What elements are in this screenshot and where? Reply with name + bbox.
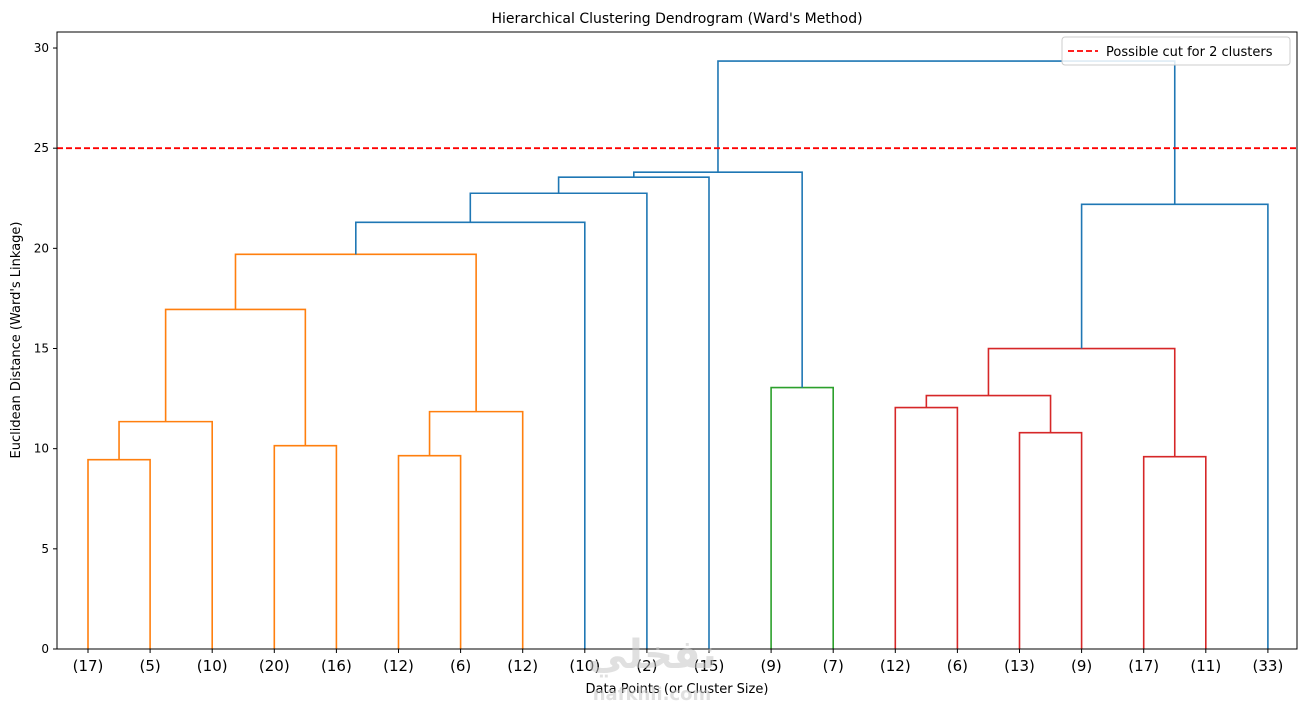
dendrogram-link-3: [164, 308, 307, 446]
legend: Possible cut for 2 clusters: [1061, 36, 1291, 66]
dendrogram-links: [87, 60, 1269, 649]
legend-label-cut-line: Possible cut for 2 clusters: [1106, 45, 1273, 60]
leaf-label-4: (16): [321, 657, 352, 675]
dendrogram-link-12: [894, 406, 959, 649]
leaf-label-12: (7): [823, 657, 844, 675]
leaf-label-5: (12): [383, 657, 414, 675]
x-axis: (17) (5) (10) (20) (16) (12) (6) (12) (10) (2) (15…: [73, 649, 1284, 675]
y-tick-label-25: 25: [34, 141, 49, 155]
dendrogram-link-0: [87, 458, 151, 649]
leaf-label-14: (6): [947, 657, 968, 675]
leaf-label-15: (13): [1004, 657, 1035, 675]
y-tick-label-10: 10: [34, 442, 49, 456]
dendrogram-link-9: [557, 176, 710, 649]
y-axis: 0 5 10 15 20 25 30: [34, 41, 57, 656]
leaf-label-1: (5): [139, 657, 160, 675]
leaf-label-9: (2): [636, 657, 657, 675]
leaf-label-3: (20): [259, 657, 290, 675]
watermark-main-text: نفخلي: [587, 632, 716, 678]
leaf-label-2: (10): [197, 657, 228, 675]
leaf-label-13: (12): [880, 657, 911, 675]
dendrogram-link-6: [234, 253, 477, 412]
watermark-sub-text: nafkhli.com: [593, 684, 712, 705]
y-tick-label-15: 15: [34, 342, 49, 356]
plot-frame: [56, 31, 1298, 650]
leaf-label-7: (12): [507, 657, 538, 675]
legend-box: [1061, 36, 1291, 66]
dendrogram-link-15: [1142, 455, 1207, 649]
x-axis-label: Data Points (or Cluster Size): [586, 682, 769, 697]
leaf-label-18: (11): [1190, 657, 1221, 675]
dendrogram-link-18: [717, 60, 1176, 205]
y-tick-label-20: 20: [34, 241, 49, 255]
y-axis-label: Euclidean Distance (Ward's Linkage): [9, 222, 24, 459]
leaf-label-16: (9): [1071, 657, 1092, 675]
dendrogram-link-13: [1018, 431, 1083, 649]
leaf-label-8: (10): [569, 657, 600, 675]
dendrogram-link-8: [469, 192, 648, 649]
y-tick-label-0: 0: [41, 642, 49, 656]
watermark: نفخلي nafkhli.com: [587, 632, 716, 705]
dendrogram-link-2: [273, 444, 338, 649]
y-tick-label-5: 5: [41, 542, 49, 556]
dendrogram-link-1: [118, 420, 213, 649]
dendrogram-link-14: [925, 394, 1052, 433]
chart-title: Hierarchical Clustering Dendrogram (Ward…: [491, 11, 862, 27]
y-tick-label-30: 30: [34, 41, 49, 55]
dendrogram-link-10: [770, 386, 835, 649]
dendrogram-link-4: [397, 454, 462, 649]
dendrogram-link-11: [633, 171, 803, 388]
dendrogram-link-7: [355, 221, 586, 649]
leaf-label-10: (15): [694, 657, 725, 675]
leaf-label-11: (9): [760, 657, 781, 675]
dendrogram-link-5: [428, 410, 524, 649]
leaf-label-17: (17): [1128, 657, 1159, 675]
leaf-label-0: (17): [73, 657, 104, 675]
leaf-label-19: (33): [1253, 657, 1284, 675]
leaf-label-6: (6): [450, 657, 471, 675]
